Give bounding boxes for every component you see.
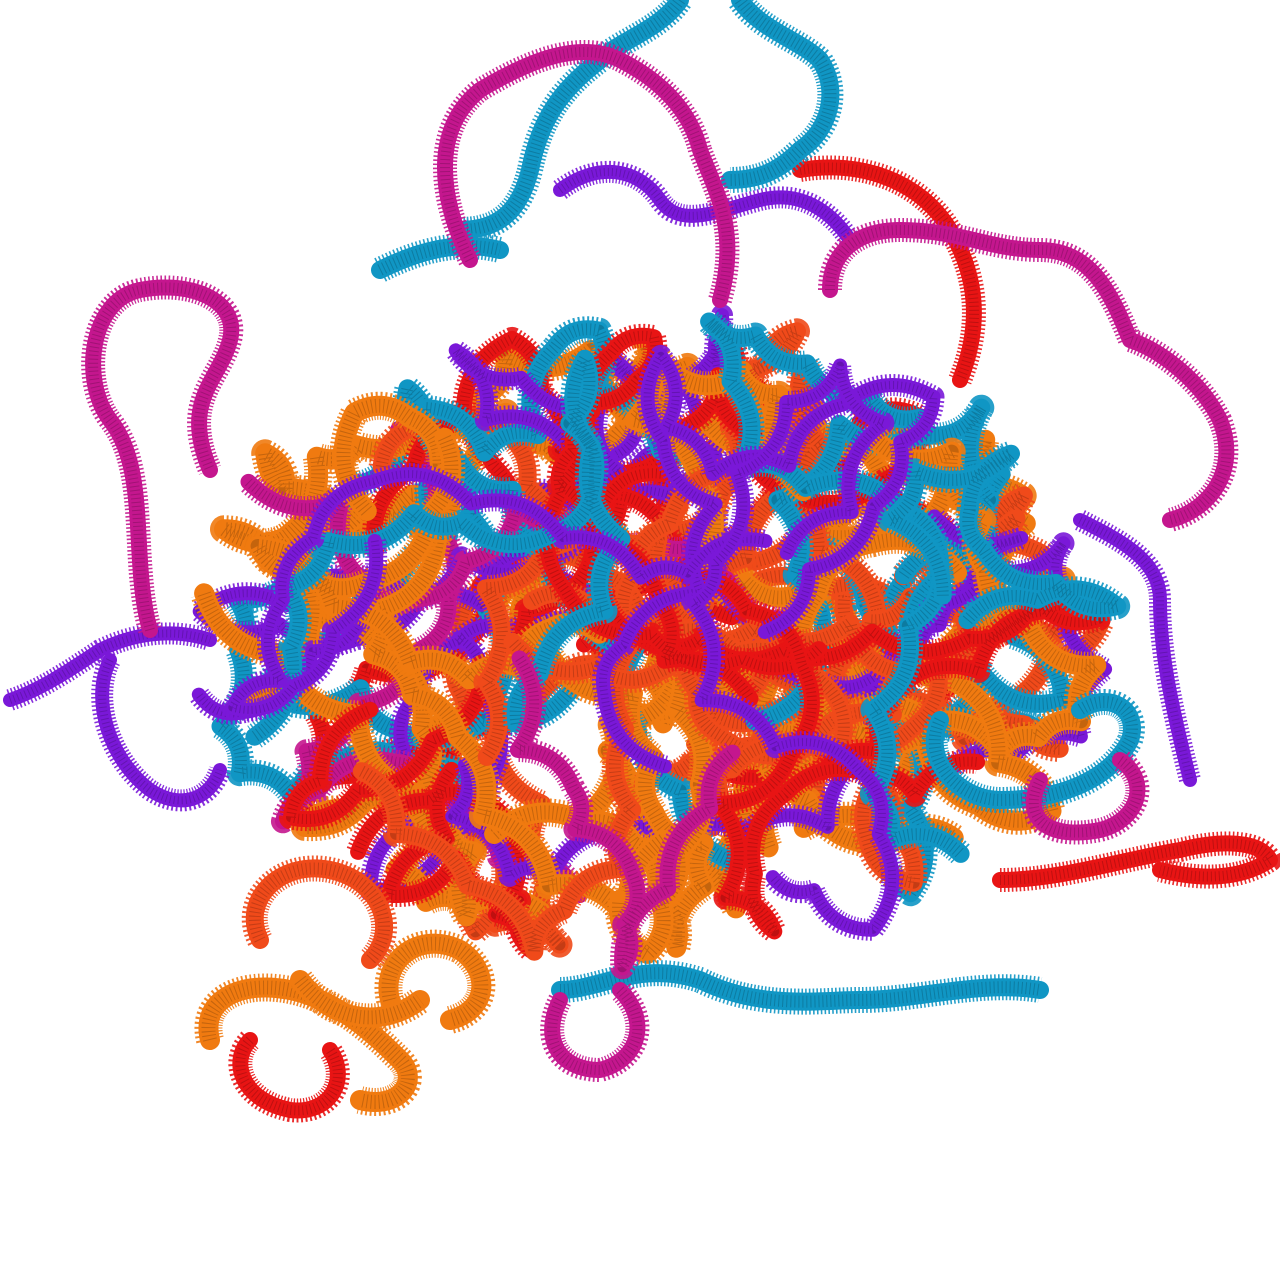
purple-strand [596,348,941,774]
purple-loop [553,164,857,247]
cyan-loop-texture [459,0,685,236]
orange-strand-texture [791,435,1104,777]
purple-strand [686,358,900,937]
red-strand-texture [281,412,523,826]
cyan-loop [721,0,840,189]
red_orange-strand-texture [648,325,803,830]
magenta-loop [85,279,240,638]
red-loop [232,1032,346,1119]
magenta-loop [1025,752,1146,841]
magenta-loop-texture [440,47,733,302]
magenta-loop [544,982,646,1078]
orange-loop-texture [294,975,425,1025]
orange-loop [290,970,430,1028]
purple-loop [1073,513,1197,787]
red_orange-loop-texture [248,862,391,965]
cyan-strand [245,349,631,746]
cyan-loop-texture [559,967,1041,1008]
cyan-loop-texture [729,0,837,186]
purple-loop [3,626,217,707]
purple-loop-texture [98,658,224,805]
cyan-strand [881,444,1127,630]
red-loop-texture [235,1036,343,1116]
red_orange-strand-texture [671,512,1023,780]
cyan-strand-texture [703,315,965,859]
cyan-loop [451,0,689,239]
red-loop-texture [799,162,979,382]
purple-strand [225,467,773,717]
cyan-strand-texture [251,352,628,742]
purple-strand-texture [599,351,938,771]
magenta-strand-texture [512,655,736,973]
magenta-loop-texture [825,225,1232,525]
cyan-loop [371,237,509,279]
cyan-strand-texture [884,447,1124,625]
red-loop [992,835,1278,888]
purple-loop [95,653,227,808]
orange-strand-texture [336,398,669,931]
magenta-loop [822,222,1235,528]
orange-strand [333,395,674,934]
red_orange-strand-texture [375,358,885,623]
red-strand-texture [585,468,1104,776]
cyan-strand [700,312,970,863]
red-strand-texture [286,370,928,825]
magenta-loop-texture [88,282,237,632]
red-strand-texture [353,766,536,956]
purple-loop-texture [557,167,854,243]
cyan-loop [925,692,1141,809]
orange-loop-texture [381,936,489,1027]
orange-loop [378,933,492,1030]
magenta-loop-texture [547,986,643,1075]
magenta-strand [509,650,741,976]
red_orange-loop [245,859,394,969]
magenta-loop [437,44,736,308]
strand-group [3,0,1280,1123]
cyan-loop-texture [928,695,1138,806]
purple-strand-texture [448,513,1026,880]
